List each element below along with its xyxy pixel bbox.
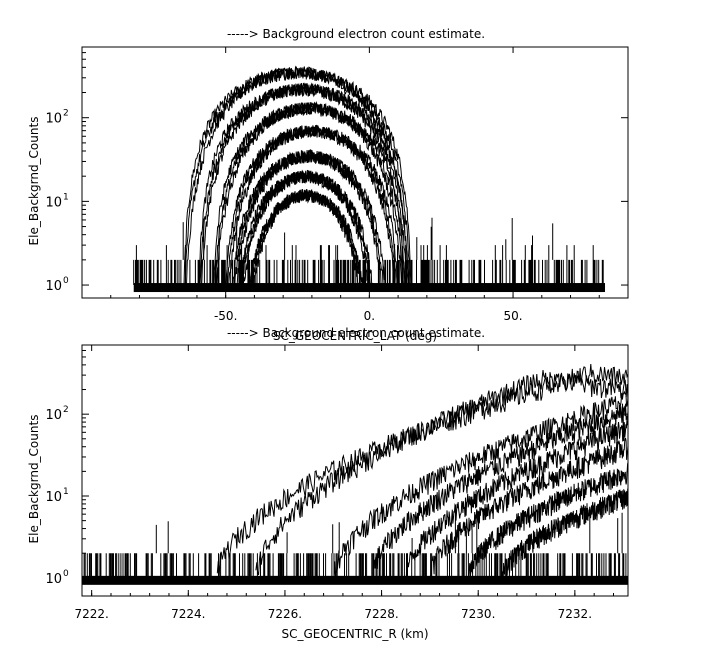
top-chart-x-axis-label: SC_GEOCENTRIC_LAT (deg) bbox=[273, 329, 437, 343]
series-1 bbox=[255, 370, 628, 576]
bottom-chart-plot-area bbox=[82, 363, 628, 585]
y-tick-label: 10 bbox=[45, 490, 62, 505]
series-5 bbox=[429, 437, 628, 578]
series-7 bbox=[501, 488, 628, 578]
noise-floor-band bbox=[82, 575, 628, 585]
y-tick-label-exponent: 0 bbox=[63, 276, 69, 286]
bottom-chart-x-axis-label: SC_GEOCENTRIC_R (km) bbox=[282, 627, 429, 641]
x-tick-label: 7232. bbox=[558, 607, 592, 621]
series-1-pass-2 bbox=[196, 82, 410, 290]
top-chart-frame bbox=[81, 46, 629, 299]
series-4 bbox=[405, 417, 628, 579]
series-3 bbox=[371, 403, 628, 579]
bottom-chart-title: -----> Background electron count estimat… bbox=[227, 326, 485, 340]
y-tick-label-exponent: 1 bbox=[63, 487, 69, 497]
y-tick-label-exponent: 2 bbox=[63, 109, 69, 119]
series-2-pass-2 bbox=[211, 100, 407, 290]
y-tick-label-exponent: 2 bbox=[63, 405, 69, 415]
x-tick-label: 0. bbox=[364, 309, 375, 323]
y-tick-label-exponent: 1 bbox=[63, 192, 69, 202]
x-tick-label: 50. bbox=[504, 309, 523, 323]
series-5-pass-2 bbox=[234, 170, 378, 290]
bottom-chart-frame bbox=[81, 344, 629, 597]
y-tick-label-exponent: 0 bbox=[63, 569, 69, 579]
x-tick-label: -50. bbox=[214, 309, 237, 323]
top-chart-plot-area bbox=[133, 65, 606, 293]
bottom-chart-x-ticks: 7222. 7224. 7226. 7228. 7230. 7232. bbox=[74, 345, 615, 621]
top-chart: -----> Background electron count estimat… bbox=[27, 27, 629, 343]
series-0-pass-2 bbox=[182, 65, 413, 290]
x-tick-label: 7230. bbox=[461, 607, 495, 621]
series-0 bbox=[216, 363, 628, 578]
bottom-chart: -----> Background electron count estimat… bbox=[27, 326, 629, 641]
noise-floor-series bbox=[82, 508, 627, 578]
series-1-pass-1 bbox=[196, 82, 410, 290]
y-tick-label: 10 bbox=[45, 408, 62, 423]
x-tick-label: 7222. bbox=[74, 607, 108, 621]
series-4-pass-2 bbox=[228, 149, 390, 290]
series-6 bbox=[468, 462, 628, 579]
series-6-pass-0 bbox=[242, 188, 370, 290]
series-3-pass-2 bbox=[222, 125, 401, 290]
bottom-chart-y-axis-label: Ele_Backgrnd_Counts bbox=[27, 415, 41, 544]
y-tick-label: 10 bbox=[45, 112, 62, 127]
y-tick-label: 10 bbox=[45, 279, 62, 294]
y-tick-label: 10 bbox=[45, 195, 62, 210]
series-2 bbox=[333, 390, 628, 579]
x-tick-label: 7224. bbox=[171, 607, 205, 621]
top-chart-title: -----> Background electron count estimat… bbox=[227, 27, 485, 41]
top-chart-y-axis-label: Ele_Backgrnd_Counts bbox=[27, 117, 41, 246]
top-chart-x-ticks: -50. 0. 50. bbox=[81, 47, 629, 323]
y-tick-label: 10 bbox=[45, 572, 62, 587]
x-tick-label: 7228. bbox=[364, 607, 398, 621]
x-tick-label: 7226. bbox=[268, 607, 302, 621]
series-6-pass-2 bbox=[242, 189, 370, 290]
